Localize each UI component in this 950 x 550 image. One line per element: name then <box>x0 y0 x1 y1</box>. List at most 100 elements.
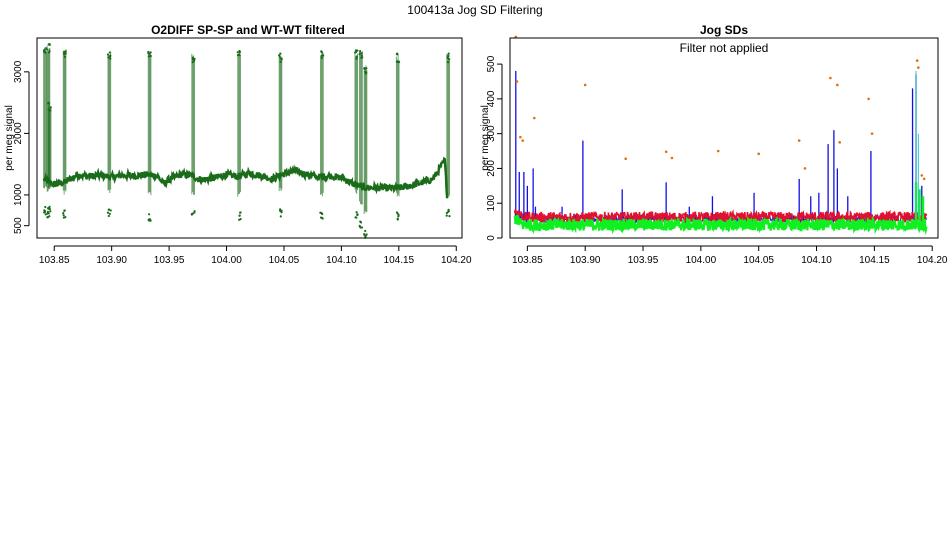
left-data-point <box>396 60 399 63</box>
left-chart-frame <box>36 37 463 239</box>
left-data-point <box>238 214 241 217</box>
left-y-tick-label: 2000 <box>13 122 24 145</box>
left-data-point <box>48 207 51 211</box>
right-chart-panel: Jog SDs Filter not applied per meg signa… <box>480 23 948 266</box>
right-green-series <box>513 214 928 235</box>
left-data-point <box>447 52 450 55</box>
left-x-tick-label: 104.05 <box>269 255 300 266</box>
left-data-point <box>106 211 110 214</box>
left-data-point <box>319 211 322 214</box>
left-data-point <box>359 226 362 229</box>
right-orange-point <box>838 141 841 144</box>
left-data-point <box>278 55 281 58</box>
left-data-point <box>279 57 282 60</box>
right-orange-point <box>922 177 926 181</box>
left-data-point <box>279 60 282 63</box>
left-data-point <box>364 72 368 75</box>
left-data-point <box>48 49 51 52</box>
left-data-point <box>149 54 152 58</box>
left-chart-data <box>42 43 451 239</box>
page-title: 100413a Jog SD Filtering <box>407 3 542 17</box>
left-data-point <box>49 106 52 109</box>
left-data-point <box>397 215 400 218</box>
left-data-point <box>447 54 450 58</box>
left-data-point <box>360 52 363 55</box>
right-orange-point <box>532 116 536 120</box>
left-data-point <box>191 212 194 215</box>
left-data-point <box>239 218 242 221</box>
left-data-point <box>279 52 282 55</box>
left-data-point <box>107 56 110 59</box>
left-data-point <box>279 215 282 218</box>
left-data-point <box>192 58 195 62</box>
right-orange-point <box>915 59 919 62</box>
right-x-tick-label: 104.05 <box>743 255 774 266</box>
right-chart-annotation: Filter not applied <box>680 41 769 55</box>
left-data-point <box>448 58 451 61</box>
left-data-point <box>353 51 357 54</box>
left-y-tick-label: 1000 <box>13 183 24 206</box>
left-data-point <box>106 53 110 56</box>
left-data-point <box>361 56 364 59</box>
left-data-point <box>47 43 50 46</box>
left-data-point <box>43 210 47 213</box>
left-data-point <box>446 56 449 60</box>
right-y-tick-label: 500 <box>486 55 497 72</box>
left-data-point <box>107 214 110 218</box>
left-data-point <box>355 216 358 219</box>
left-data-point <box>46 48 49 51</box>
left-data-point <box>108 51 111 54</box>
right-chart-axes: 103.85 103.90 103.95 104.00 104.05 104.10 104.… <box>486 55 948 266</box>
left-data-point <box>48 205 51 209</box>
left-data-point <box>147 51 150 54</box>
left-data-point <box>354 49 358 52</box>
left-data-point <box>44 51 47 54</box>
left-x-tick-label: 104.00 <box>211 255 242 266</box>
left-data-point <box>47 102 50 105</box>
left-data-point <box>360 54 363 57</box>
left-data-point <box>193 210 196 213</box>
left-data-point <box>358 52 361 56</box>
right-orange-point <box>583 83 587 87</box>
left-data-point <box>62 212 65 215</box>
left-data-point <box>44 213 47 216</box>
left-data-point <box>236 51 239 54</box>
right-y-tick-label: 100 <box>486 194 497 211</box>
right-chart-ylabel: per meg signal <box>480 105 491 171</box>
left-data-point <box>359 221 363 224</box>
left-data-point <box>63 50 66 53</box>
left-data-point <box>49 109 52 112</box>
left-data-point <box>149 219 152 222</box>
left-chart-axes: 103.85 103.90 103.95 104.00 104.05 104.10 104.… <box>13 60 472 266</box>
left-data-point <box>358 50 362 53</box>
left-y-tick-label: 3000 <box>13 60 24 83</box>
right-orange-point <box>803 167 807 170</box>
left-y-tick-label: 500 <box>13 217 24 234</box>
left-data-point <box>191 56 194 59</box>
left-data-point <box>109 54 112 57</box>
left-data-point <box>63 55 67 58</box>
left-data-point <box>49 210 52 213</box>
left-data-point <box>364 229 367 233</box>
left-x-tick-label: 103.85 <box>39 255 70 266</box>
right-orange-point <box>624 157 627 160</box>
left-x-tick-label: 104.15 <box>384 255 415 266</box>
left-data-point <box>46 216 49 219</box>
right-x-tick-label: 104.00 <box>686 255 717 266</box>
left-data-point <box>356 213 359 216</box>
left-data-point <box>47 211 50 214</box>
right-orange-point <box>521 139 525 142</box>
left-data-point <box>320 54 323 57</box>
left-data-point <box>321 217 324 220</box>
right-x-tick-label: 103.95 <box>628 255 659 266</box>
left-x-tick-label: 103.90 <box>96 255 127 266</box>
right-y-tick-label: 0 <box>486 235 497 241</box>
right-orange-point <box>917 66 920 69</box>
left-data-point <box>397 61 401 64</box>
left-data-point <box>147 55 151 58</box>
left-data-point <box>62 214 65 217</box>
left-data-point <box>44 205 47 209</box>
left-data-point <box>43 48 46 52</box>
left-data-point <box>396 52 399 55</box>
left-x-tick-label: 103.95 <box>154 255 185 266</box>
